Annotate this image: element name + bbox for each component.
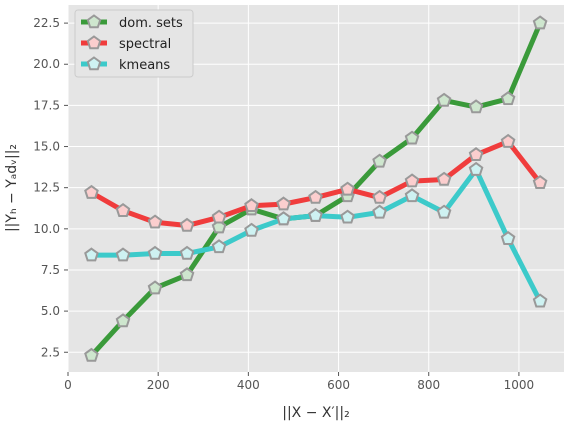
data-point (436, 92, 452, 107)
y-tick-label: 2.5 (41, 345, 60, 359)
legend-marker (86, 14, 102, 29)
ticks: 0 200 400 600 800 1000 2.5 5.0 7.5 10.0 12.5 15.0 17… (33, 16, 534, 392)
legend-label: spectral (119, 37, 171, 52)
legend-marker (86, 56, 102, 71)
data-point (308, 207, 323, 222)
data-point (404, 188, 420, 203)
x-tick-label: 200 (147, 378, 170, 392)
data-point (468, 161, 484, 176)
data-point (532, 15, 548, 30)
data-point (500, 133, 516, 148)
data-point (500, 91, 516, 106)
data-point (372, 189, 387, 204)
y-tick-label: 7.5 (41, 263, 60, 277)
data-point (532, 293, 548, 308)
data-point (244, 198, 259, 213)
data-point (500, 230, 516, 245)
x-tick-label: 600 (327, 378, 350, 392)
legend-item-spectral: spectral (81, 35, 171, 52)
legend: dom. sets spectral kmeans (74, 9, 194, 78)
data-point (147, 214, 163, 229)
y-tick-label: 22.5 (33, 16, 60, 30)
data-point (340, 209, 355, 224)
data-point (115, 247, 131, 262)
y-axis-label: ||Yₕ − Yₐdᵥ||₂ (4, 144, 20, 232)
y-tick-label: 15.0 (33, 140, 60, 154)
data-point (84, 347, 99, 362)
data-point (340, 181, 355, 196)
data-point (211, 239, 227, 254)
y-tick-label: 10.0 (33, 222, 60, 236)
legend-label: dom. sets (119, 16, 183, 31)
data-point (211, 209, 227, 224)
x-tick-label: 400 (237, 378, 260, 392)
y-tick-label: 20.0 (33, 57, 60, 71)
legend-item-dom-sets: dom. sets (81, 14, 183, 31)
legend-box (74, 9, 194, 78)
data-point (179, 245, 195, 260)
legend-marker (86, 35, 102, 50)
x-tick-label: 1000 (504, 378, 535, 392)
x-tick-label: 800 (417, 378, 440, 392)
data-point (115, 313, 131, 328)
data-point (276, 211, 291, 226)
data-point (84, 247, 99, 262)
legend-item-kmeans: kmeans (81, 56, 170, 73)
data-point (404, 130, 420, 145)
data-point (436, 204, 452, 219)
data-point (115, 202, 131, 217)
data-point (308, 189, 323, 204)
series-spectral (84, 133, 548, 232)
data-point (179, 267, 195, 282)
data-point (179, 217, 195, 232)
x-tick-label: 0 (64, 378, 72, 392)
series-kmeans (84, 161, 548, 308)
data-point (244, 222, 259, 237)
y-tick-label: 17.5 (33, 98, 60, 112)
data-point (468, 147, 484, 162)
data-point (404, 173, 420, 188)
y-tick-label: 12.5 (33, 181, 60, 195)
y-tick-label: 5.0 (41, 304, 60, 318)
series-layer (84, 15, 548, 362)
x-axis-label: ||X − X′||₂ (282, 405, 349, 421)
data-point (276, 196, 291, 211)
data-point (147, 280, 163, 295)
data-point (147, 245, 163, 260)
data-point (84, 184, 99, 199)
data-point (372, 204, 387, 219)
data-point (436, 171, 452, 186)
grid (67, 5, 564, 372)
data-point (532, 175, 548, 189)
data-point (211, 219, 227, 234)
legend-label: kmeans (119, 58, 170, 73)
data-point (468, 99, 484, 114)
data-point (372, 153, 387, 168)
